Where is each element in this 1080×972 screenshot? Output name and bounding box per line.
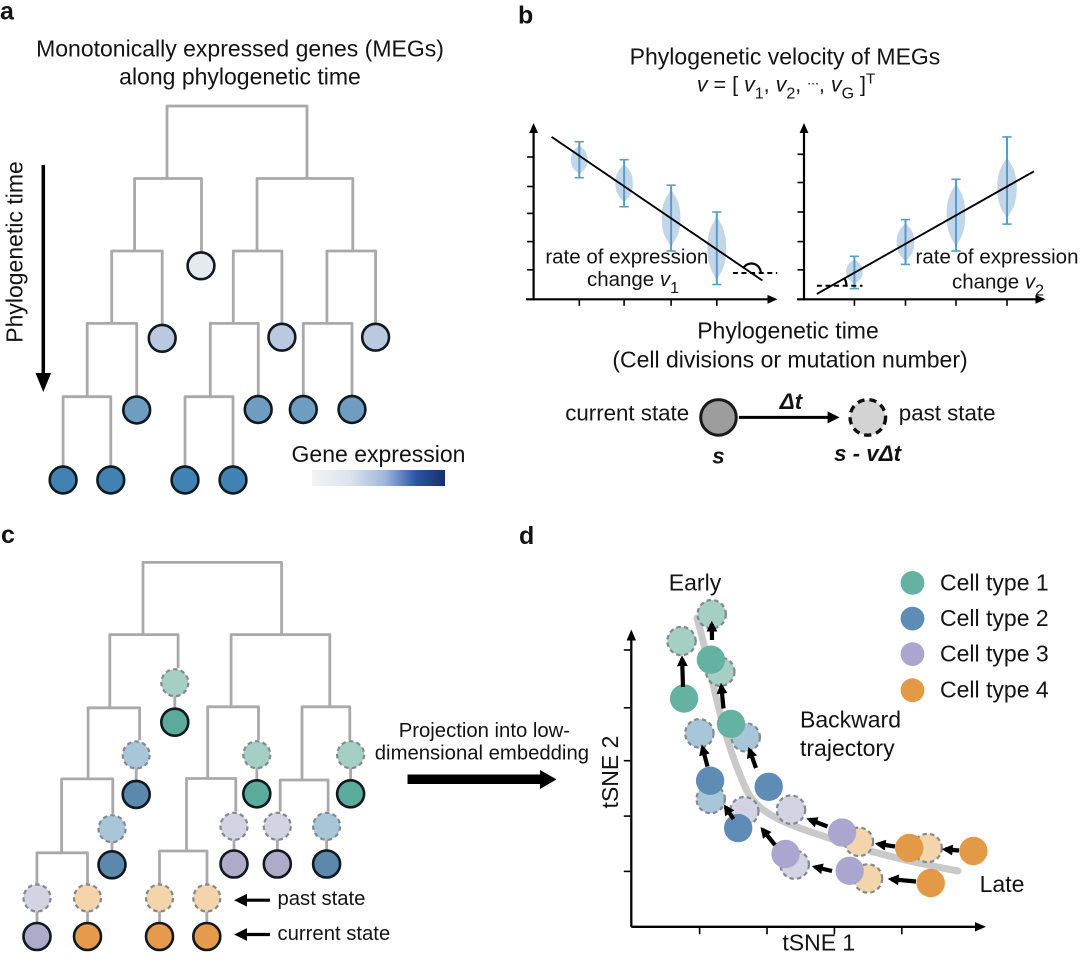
svg-text:Projection into low-: Projection into low- (399, 720, 570, 742)
svg-text:Cell type 4: Cell type 4 (940, 677, 1049, 703)
svg-text:Cell type 1: Cell type 1 (940, 569, 1049, 595)
svg-text:Phylogenetic time: Phylogenetic time (697, 317, 879, 343)
svg-text:change v1: change v1 (587, 268, 679, 297)
svg-text:past state: past state (899, 401, 996, 426)
svg-text:a: a (0, 0, 15, 26)
svg-text:v = [ v1, v2, ..., vG ]T: v = [ v1, v2, ..., vG ]T (697, 71, 875, 103)
svg-text:change v2: change v2 (952, 270, 1044, 299)
svg-text:current state: current state (565, 401, 689, 426)
svg-text:Phylogenetic velocity of MEGs: Phylogenetic velocity of MEGs (630, 44, 941, 70)
svg-text:b: b (518, 2, 533, 30)
svg-text:rate of expression: rate of expression (545, 246, 708, 269)
svg-text:s - vΔt: s - vΔt (834, 441, 903, 466)
svg-text:tSNE 2: tSNE 2 (597, 736, 623, 809)
svg-text:Δt: Δt (779, 389, 804, 414)
svg-text:trajectory: trajectory (800, 735, 895, 761)
svg-text:along phylogenetic time: along phylogenetic time (119, 63, 361, 89)
svg-text:Cell type 3: Cell type 3 (940, 641, 1049, 667)
svg-text:c: c (1, 521, 15, 549)
svg-text:tSNE 1: tSNE 1 (782, 930, 855, 956)
svg-text:Early: Early (669, 570, 722, 596)
svg-text:Phylogenetic time: Phylogenetic time (2, 161, 28, 343)
svg-text:Backward: Backward (800, 707, 901, 733)
svg-text:Gene expression: Gene expression (292, 441, 466, 467)
svg-text:(Cell divisions or mutation nu: (Cell divisions or mutation number) (612, 347, 967, 373)
svg-text:d: d (519, 522, 534, 550)
svg-text:rate of expression: rate of expression (916, 246, 1079, 269)
svg-text:Late: Late (980, 871, 1025, 897)
svg-text:dimensional embedding: dimensional embedding (375, 743, 589, 765)
svg-text:Monotonically expressed genes: Monotonically expressed genes (MEGs) (36, 35, 444, 61)
svg-text:past state: past state (278, 888, 366, 910)
svg-text:s: s (712, 444, 724, 469)
svg-text:Cell type 2: Cell type 2 (940, 605, 1049, 631)
svg-text:current state: current state (278, 923, 391, 945)
